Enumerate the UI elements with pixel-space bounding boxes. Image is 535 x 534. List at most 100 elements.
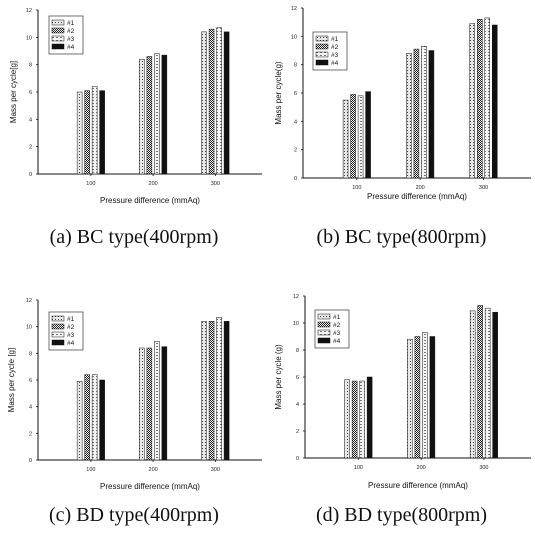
bar-200-series-4 bbox=[161, 54, 168, 175]
bar-300-series-2 bbox=[208, 28, 215, 175]
legend-swatch-4 bbox=[51, 339, 65, 346]
bar-100-series-1 bbox=[76, 91, 83, 175]
x-tick-label: 200 bbox=[149, 181, 158, 187]
legend-swatch-1 bbox=[51, 315, 65, 322]
legend-swatch-3 bbox=[317, 329, 331, 336]
y-tick-label: 4 bbox=[296, 402, 299, 408]
y-tick-label: 10 bbox=[26, 35, 32, 41]
legend-swatch-1 bbox=[315, 35, 329, 42]
legend: #1#2#3#4 bbox=[48, 311, 84, 351]
y-tick-label: 8 bbox=[29, 351, 32, 357]
bar-100-series-2 bbox=[84, 90, 90, 175]
x-tick-label: 300 bbox=[211, 181, 220, 187]
bar-200-series-4 bbox=[429, 336, 436, 459]
legend-swatch-3 bbox=[315, 51, 329, 58]
legend-swatch-4 bbox=[315, 59, 329, 66]
chart-caption-b: (b) BC type(800rpm) bbox=[316, 226, 487, 248]
x-tick-label: 100 bbox=[86, 467, 95, 473]
chart-panel-a: 0 2 4 6 8 10 12 100 200 300 Pressure difference (m… bbox=[0, 0, 268, 262]
bar-200-series-2 bbox=[414, 336, 421, 459]
bar-300-series-3 bbox=[484, 17, 490, 179]
bar-200-series-2 bbox=[413, 48, 420, 179]
chart-panel-b: 0 2 4 6 8 10 12 100 200 300 Pressure difference (m… bbox=[268, 0, 535, 262]
bar-200-series-3 bbox=[154, 53, 160, 175]
y-tick-label: 6 bbox=[29, 378, 32, 384]
legend-label-1: #1 bbox=[67, 20, 75, 27]
x-tick-label: 200 bbox=[417, 465, 426, 471]
bar-200-series-1 bbox=[139, 347, 145, 461]
bar-300-series-3 bbox=[216, 27, 222, 175]
bar-300-series-1 bbox=[201, 321, 207, 461]
x-tick-label: 300 bbox=[211, 467, 220, 473]
y-tick-label: 4 bbox=[294, 119, 297, 125]
legend-swatch-2 bbox=[51, 323, 65, 330]
bar-100-series-3 bbox=[357, 95, 364, 179]
bar-100-series-2 bbox=[84, 374, 90, 461]
bar-300-series-2 bbox=[477, 19, 483, 179]
y-tick-label: 10 bbox=[293, 321, 299, 327]
y-tick-label: 8 bbox=[294, 63, 297, 69]
y-tick-label: 4 bbox=[29, 117, 32, 123]
legend-label-4: #4 bbox=[333, 338, 341, 345]
bar-300-series-4 bbox=[223, 31, 230, 175]
chart-panel-c: 0 2 4 6 8 10 12 100 200 300 Pressure difference (m… bbox=[0, 276, 268, 534]
y-tick-label: 6 bbox=[296, 375, 299, 381]
legend-swatch-1 bbox=[317, 313, 331, 320]
bar-100-series-4 bbox=[99, 90, 105, 175]
y-axis-title: Mass per cycle(g) bbox=[274, 61, 283, 124]
legend: #1#2#3#4 bbox=[314, 309, 350, 349]
x-tick-label: 300 bbox=[479, 465, 488, 471]
y-tick-label: 12 bbox=[291, 6, 297, 12]
bar-300-series-1 bbox=[469, 310, 476, 459]
chart-svg-b: 0 2 4 6 8 10 12 100 200 300 Pressure difference (m… bbox=[274, 6, 531, 201]
y-tick-label: 0 bbox=[29, 172, 32, 178]
x-tick-label: 200 bbox=[416, 185, 425, 191]
legend-label-2: #2 bbox=[67, 28, 75, 35]
bar-300-series-4 bbox=[492, 24, 498, 179]
legend: #1#2#3#4 bbox=[48, 15, 84, 55]
y-tick-label: 2 bbox=[294, 148, 297, 154]
legend-swatch-2 bbox=[317, 321, 331, 328]
legend-swatch-1 bbox=[51, 19, 65, 26]
y-tick-label: 6 bbox=[294, 91, 297, 97]
bar-300-series-3 bbox=[484, 307, 491, 459]
y-tick-label: 0 bbox=[296, 456, 299, 462]
legend-swatch-4 bbox=[51, 43, 65, 50]
bar-300-series-4 bbox=[492, 311, 498, 459]
y-tick-label: 12 bbox=[26, 8, 32, 14]
bar-200-series-2 bbox=[146, 347, 153, 461]
chart-svg-c: 0 2 4 6 8 10 12 100 200 300 Pressure difference (m… bbox=[7, 298, 262, 491]
legend-label-2: #2 bbox=[67, 324, 75, 331]
bar-100-series-4 bbox=[99, 379, 105, 461]
bar-300-series-2 bbox=[208, 321, 215, 461]
bar-300-series-4 bbox=[223, 321, 230, 461]
y-tick-label: 2 bbox=[29, 431, 32, 437]
bar-100-series-4 bbox=[366, 376, 373, 459]
y-tick-label: 8 bbox=[296, 348, 299, 354]
legend-swatch-3 bbox=[51, 331, 65, 338]
chart-caption-a: (a) BC type(400rpm) bbox=[49, 226, 219, 248]
bar-200-series-3 bbox=[421, 46, 427, 179]
legend-label-1: #1 bbox=[67, 316, 75, 323]
y-tick-label: 10 bbox=[291, 34, 297, 40]
legend-label-1: #1 bbox=[331, 36, 339, 43]
bar-100-series-1 bbox=[342, 99, 349, 179]
legend-swatch-2 bbox=[315, 43, 329, 50]
bar-100-series-1 bbox=[344, 379, 350, 459]
y-tick-label: 4 bbox=[29, 405, 32, 411]
y-tick-label: 0 bbox=[294, 176, 297, 182]
bar-100-series-3 bbox=[91, 86, 98, 175]
y-tick-label: 6 bbox=[29, 90, 32, 96]
x-axis-title: Pressure difference (mmAq) bbox=[100, 482, 200, 491]
chart-svg-a: 0 2 4 6 8 10 12 100 200 300 Pressure difference (m… bbox=[9, 8, 262, 205]
legend-label-3: #3 bbox=[67, 332, 75, 339]
bar-200-series-2 bbox=[146, 56, 153, 175]
legend-label-4: #4 bbox=[67, 340, 75, 347]
bar-300-series-3 bbox=[216, 317, 222, 461]
bar-100-series-1 bbox=[76, 381, 83, 461]
bar-200-series-3 bbox=[422, 332, 428, 459]
y-axis-title: Mass per cycle[g] bbox=[9, 61, 18, 123]
bar-100-series-3 bbox=[91, 374, 98, 461]
legend-label-3: #3 bbox=[331, 52, 339, 59]
chart-svg-d: 0 2 4 6 8 10 12 100 200 300 Pressure difference (m… bbox=[274, 294, 531, 490]
